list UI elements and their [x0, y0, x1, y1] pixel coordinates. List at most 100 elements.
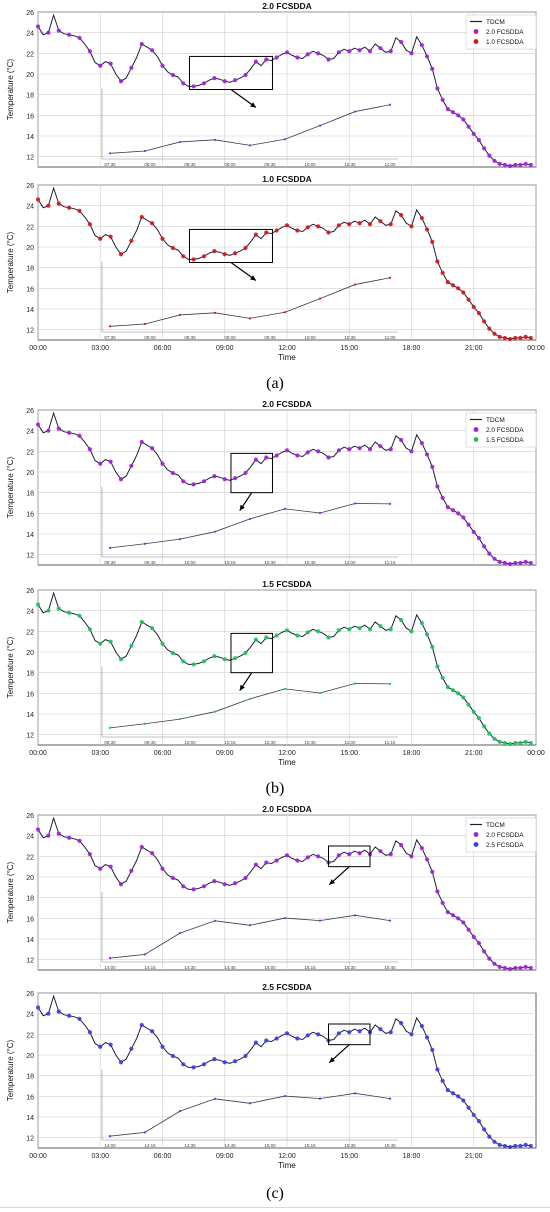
y-tick-label: 12 [26, 733, 34, 740]
x-tick-label: 18:00 [403, 1153, 421, 1160]
data-point [528, 560, 533, 566]
data-point [466, 124, 471, 129]
data-point [528, 335, 533, 341]
x-tick-label: 15:00 [340, 1153, 358, 1160]
data-point [445, 910, 450, 915]
data-point [150, 626, 155, 631]
data-point [35, 197, 41, 202]
y-tick-label: 18 [26, 93, 34, 100]
data-point [222, 79, 227, 84]
y-tick-label: 24 [26, 429, 34, 436]
data-point [523, 1142, 528, 1147]
data-point [170, 875, 175, 881]
inset-point [143, 722, 147, 725]
y-axis-label: Temperature (°C) [6, 861, 15, 923]
x-tick-label: 18:00 [403, 750, 421, 757]
inset-point [108, 546, 112, 549]
data-point [440, 270, 445, 275]
inset-point [108, 325, 112, 328]
subplot-6: 12 14 16 18 20 22 24 26 00:00 03:00 06:00 09:00 12:0… [6, 982, 537, 1170]
data-point [67, 1013, 72, 1018]
y-tick-label: 16 [26, 511, 34, 518]
data-point [507, 336, 513, 342]
inset-tick-label: 10:15 [224, 740, 236, 745]
legend-label: 2.0 FCSDDA [486, 29, 524, 36]
data-point [497, 739, 502, 745]
data-point [284, 853, 290, 858]
data-point [233, 1059, 238, 1064]
data-point [212, 249, 217, 254]
inset-tick-label: 10:45 [304, 560, 316, 565]
data-point [466, 1105, 471, 1110]
inset-point [213, 710, 217, 713]
data-point [513, 162, 518, 168]
inset-point [248, 144, 252, 147]
data-point [518, 1143, 523, 1149]
inset-point [283, 916, 287, 920]
inset-tick-label: 09:30 [264, 162, 276, 167]
data-point [367, 447, 373, 452]
inset-point [108, 726, 112, 729]
y-tick-label: 18 [26, 491, 34, 498]
inset-tick-label: 15:30 [344, 965, 356, 970]
data-point [243, 470, 248, 476]
data-point [336, 223, 341, 228]
data-point [518, 560, 523, 566]
legend-swatch-dot [473, 427, 479, 432]
data-point [316, 629, 321, 634]
data-point [139, 439, 144, 445]
data-point [450, 283, 456, 288]
data-point [347, 222, 352, 227]
data-point [129, 643, 134, 648]
data-point [222, 657, 227, 662]
subplot-5: 12 14 16 18 20 22 24 26 2.0 FCSDDA Temperature (°… [6, 804, 537, 972]
data-point [284, 628, 290, 633]
data-point [445, 1088, 450, 1093]
subplot-title: 2.5 FCSDDA [262, 982, 312, 992]
data-point [201, 1062, 207, 1067]
data-point [456, 691, 461, 696]
data-point [243, 1053, 248, 1059]
data-point [419, 1023, 424, 1029]
data-point [502, 335, 507, 341]
inset-tick-label: 11:00 [385, 162, 396, 167]
inset-tick-label: 10:00 [184, 740, 196, 745]
data-point [243, 245, 248, 251]
data-point [378, 1027, 383, 1032]
data-point [243, 650, 248, 656]
y-tick-label: 16 [26, 113, 34, 120]
inset-point [143, 1131, 147, 1134]
legend-label: 2.0 FCSDDA [486, 427, 524, 434]
data-point [497, 334, 502, 339]
y-tick-label: 12 [26, 328, 34, 335]
subplot-title: 1.0 FCSDDA [262, 174, 312, 184]
y-axis-label: Temperature (°C) [6, 636, 15, 698]
data-point [424, 54, 430, 59]
y-tick-label: 16 [26, 916, 34, 923]
legend-label: 1.5 FCSDDA [486, 437, 524, 444]
data-point [108, 459, 113, 464]
data-point [461, 515, 466, 520]
data-point [492, 158, 497, 163]
data-point [497, 1142, 502, 1147]
data-point [274, 858, 279, 863]
data-point [77, 208, 82, 213]
data-point [471, 934, 476, 940]
data-point [357, 221, 362, 226]
x-tick-label: 00:00 [527, 750, 545, 757]
data-point [461, 117, 466, 122]
inset-tick-label: 10:00 [304, 162, 316, 167]
legend-swatch-dot [473, 842, 479, 847]
y-axis-label: Temperature (°C) [6, 58, 15, 120]
inset-tick-label: 09:30 [104, 740, 116, 745]
data-point [316, 51, 321, 56]
data-point [523, 334, 528, 339]
data-point [87, 49, 92, 54]
y-tick-label: 26 [26, 408, 34, 415]
inset-point [318, 919, 322, 922]
data-point [150, 221, 155, 226]
data-point [129, 238, 134, 243]
data-point [233, 881, 238, 886]
data-point [435, 484, 440, 489]
data-point [274, 453, 279, 458]
